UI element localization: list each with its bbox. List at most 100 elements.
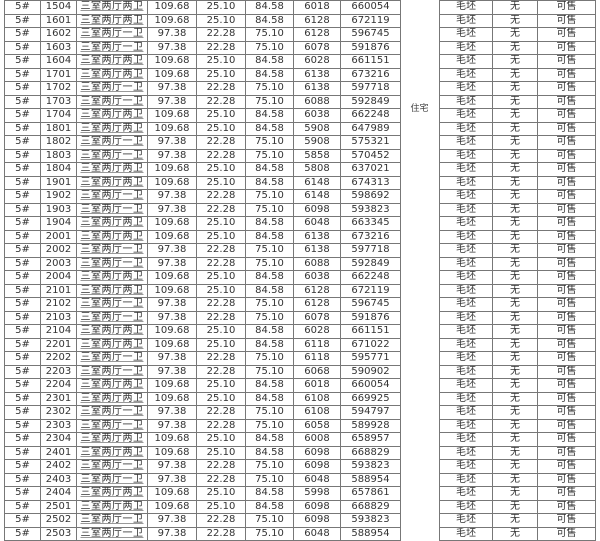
table-row: 5# 2501 三室两厅两卫 109.68 25.10 84.58 6098 668829 xyxy=(4,499,401,514)
unit-price-cell: 6138 xyxy=(293,67,341,82)
shared-area-cell: 25.10 xyxy=(196,67,246,82)
decoration-cell: 毛坯 xyxy=(439,81,493,96)
net-area-cell: 75.10 xyxy=(245,202,294,217)
table-row: 5# 2502 三室两厅一卫 97.38 22.28 75.10 6098 593823 xyxy=(4,513,401,528)
unit-price-cell: 5808 xyxy=(293,162,341,177)
building-cell: 5# xyxy=(4,526,41,541)
unit-price-cell: 6098 xyxy=(293,513,341,528)
shared-area-cell: 22.28 xyxy=(196,135,246,150)
status-cell: 可售 xyxy=(537,526,596,541)
room-number-cell: 1601 xyxy=(40,13,77,28)
note-cell: 无 xyxy=(492,378,538,393)
shared-area-cell: 25.10 xyxy=(196,13,246,28)
shared-area-cell: 22.28 xyxy=(196,405,246,420)
total-price-cell: 592849 xyxy=(340,256,401,271)
net-area-cell: 75.10 xyxy=(245,27,294,42)
table-row: 5# 2202 三室两厅一卫 97.38 22.28 75.10 6118 595771 xyxy=(4,351,401,366)
total-price-cell: 597718 xyxy=(340,243,401,258)
note-cell: 无 xyxy=(492,364,538,379)
note-cell: 无 xyxy=(492,121,538,136)
gross-area-cell: 97.38 xyxy=(147,526,197,541)
total-price-cell: 662248 xyxy=(340,270,401,285)
building-cell: 5# xyxy=(4,216,41,231)
total-price-cell: 575321 xyxy=(340,135,401,150)
net-area-cell: 75.10 xyxy=(245,297,294,312)
decoration-cell: 毛坯 xyxy=(439,513,493,528)
net-area-cell: 75.10 xyxy=(245,256,294,271)
decoration-cell: 毛坯 xyxy=(439,405,493,420)
net-area-cell: 84.58 xyxy=(245,121,294,136)
status-cell: 可售 xyxy=(537,324,596,339)
table-row: 毛坯无可售 xyxy=(439,148,596,163)
note-cell: 无 xyxy=(492,229,538,244)
note-cell: 无 xyxy=(492,310,538,325)
shared-area-cell: 25.10 xyxy=(196,121,246,136)
table-row: 5# 1901 三室两厅两卫 109.68 25.10 84.58 6148 674313 xyxy=(4,175,401,190)
gross-area-cell: 109.68 xyxy=(147,54,197,69)
decoration-cell: 毛坯 xyxy=(439,229,493,244)
table-row: 5# 2101 三室两厅两卫 109.68 25.10 84.58 6128 672119 xyxy=(4,283,401,298)
net-area-cell: 75.10 xyxy=(245,418,294,433)
total-price-cell: 570452 xyxy=(340,148,401,163)
room-number-cell: 2002 xyxy=(40,243,77,258)
room-number-cell: 2302 xyxy=(40,405,77,420)
unit-price-cell: 6098 xyxy=(293,459,341,474)
gross-area-cell: 97.38 xyxy=(147,364,197,379)
layout-cell: 三室两厅一卫 xyxy=(76,526,148,541)
room-number-cell: 1901 xyxy=(40,175,77,190)
status-cell: 可售 xyxy=(537,351,596,366)
table-row: 5# 1903 三室两厅一卫 97.38 22.28 75.10 6098 593823 xyxy=(4,202,401,217)
gross-area-cell: 97.38 xyxy=(147,243,197,258)
net-area-cell: 84.58 xyxy=(245,108,294,123)
room-number-cell: 1802 xyxy=(40,135,77,150)
building-cell: 5# xyxy=(4,378,41,393)
room-number-cell: 1602 xyxy=(40,27,77,42)
shared-area-cell: 25.10 xyxy=(196,486,246,501)
table-row: 毛坯无可售 xyxy=(439,310,596,325)
table-row: 5# 2002 三室两厅一卫 97.38 22.28 75.10 6138 597718 xyxy=(4,243,401,258)
note-cell: 无 xyxy=(492,243,538,258)
status-cell: 可售 xyxy=(537,243,596,258)
note-cell: 无 xyxy=(492,189,538,204)
building-cell: 5# xyxy=(4,121,41,136)
status-cell: 可售 xyxy=(537,148,596,163)
gross-area-cell: 97.38 xyxy=(147,459,197,474)
total-price-cell: 661151 xyxy=(340,54,401,69)
building-cell: 5# xyxy=(4,324,41,339)
gross-area-cell: 97.38 xyxy=(147,405,197,420)
net-area-cell: 84.58 xyxy=(245,162,294,177)
gross-area-cell: 97.38 xyxy=(147,310,197,325)
decoration-cell: 毛坯 xyxy=(439,297,493,312)
building-cell: 5# xyxy=(4,13,41,28)
room-number-cell: 1604 xyxy=(40,54,77,69)
gross-area-cell: 109.68 xyxy=(147,270,197,285)
room-number-cell: 2204 xyxy=(40,378,77,393)
unit-price-cell: 6028 xyxy=(293,54,341,69)
table-row: 5# 2201 三室两厅两卫 109.68 25.10 84.58 6118 671022 xyxy=(4,337,401,352)
layout-cell: 三室两厅一卫 xyxy=(76,189,148,204)
total-price-cell: 597718 xyxy=(340,81,401,96)
decoration-cell: 毛坯 xyxy=(439,135,493,150)
building-cell: 5# xyxy=(4,364,41,379)
gross-area-cell: 109.68 xyxy=(147,175,197,190)
note-cell: 无 xyxy=(492,148,538,163)
gross-area-cell: 109.68 xyxy=(147,67,197,82)
status-cell: 可售 xyxy=(537,297,596,312)
net-area-cell: 84.58 xyxy=(245,445,294,460)
net-area-cell: 75.10 xyxy=(245,526,294,541)
status-cell: 可售 xyxy=(537,67,596,82)
gross-area-cell: 109.68 xyxy=(147,445,197,460)
note-cell: 无 xyxy=(492,94,538,109)
layout-cell: 三室两厅一卫 xyxy=(76,81,148,96)
shared-area-cell: 22.28 xyxy=(196,526,246,541)
status-cell: 可售 xyxy=(537,135,596,150)
unit-price-cell: 6078 xyxy=(293,40,341,55)
gross-area-cell: 109.68 xyxy=(147,486,197,501)
shared-area-cell: 22.28 xyxy=(196,148,246,163)
status-cell: 可售 xyxy=(537,472,596,487)
net-area-cell: 75.10 xyxy=(245,189,294,204)
status-cell: 可售 xyxy=(537,499,596,514)
total-price-cell: 593823 xyxy=(340,459,401,474)
total-price-cell: 668829 xyxy=(340,445,401,460)
gross-area-cell: 109.68 xyxy=(147,108,197,123)
